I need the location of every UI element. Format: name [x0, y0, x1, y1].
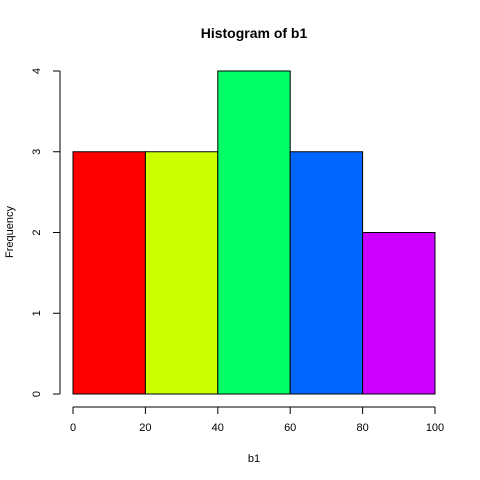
y-tick-label: 2	[31, 229, 43, 235]
y-tick-label: 1	[31, 310, 43, 316]
x-tick-label: 60	[284, 422, 296, 434]
y-tick-label: 3	[31, 149, 43, 155]
x-tick-label: 80	[356, 422, 368, 434]
bars-group	[72, 70, 436, 395]
x-tick-label: 20	[139, 422, 151, 434]
histogram-bar-2	[144, 151, 219, 395]
y-axis-label: Frequency	[4, 206, 16, 258]
x-axis-ticks: 0 20 40 60 80 100	[70, 407, 444, 434]
x-tick-label: 0	[70, 422, 76, 434]
histogram-bar-5	[362, 232, 436, 395]
y-axis-ticks: 0 1 2 3 4	[31, 68, 60, 397]
chart-title: Histogram of b1	[201, 25, 308, 41]
x-tick-label: 100	[426, 422, 444, 434]
histogram-bar-1	[72, 151, 146, 395]
y-tick-label: 0	[31, 391, 43, 397]
histogram-bar-4	[289, 151, 364, 395]
histogram-bar-3	[217, 70, 291, 395]
x-tick-label: 40	[212, 422, 224, 434]
x-axis-label: b1	[248, 453, 260, 465]
y-tick-label: 4	[31, 68, 43, 74]
